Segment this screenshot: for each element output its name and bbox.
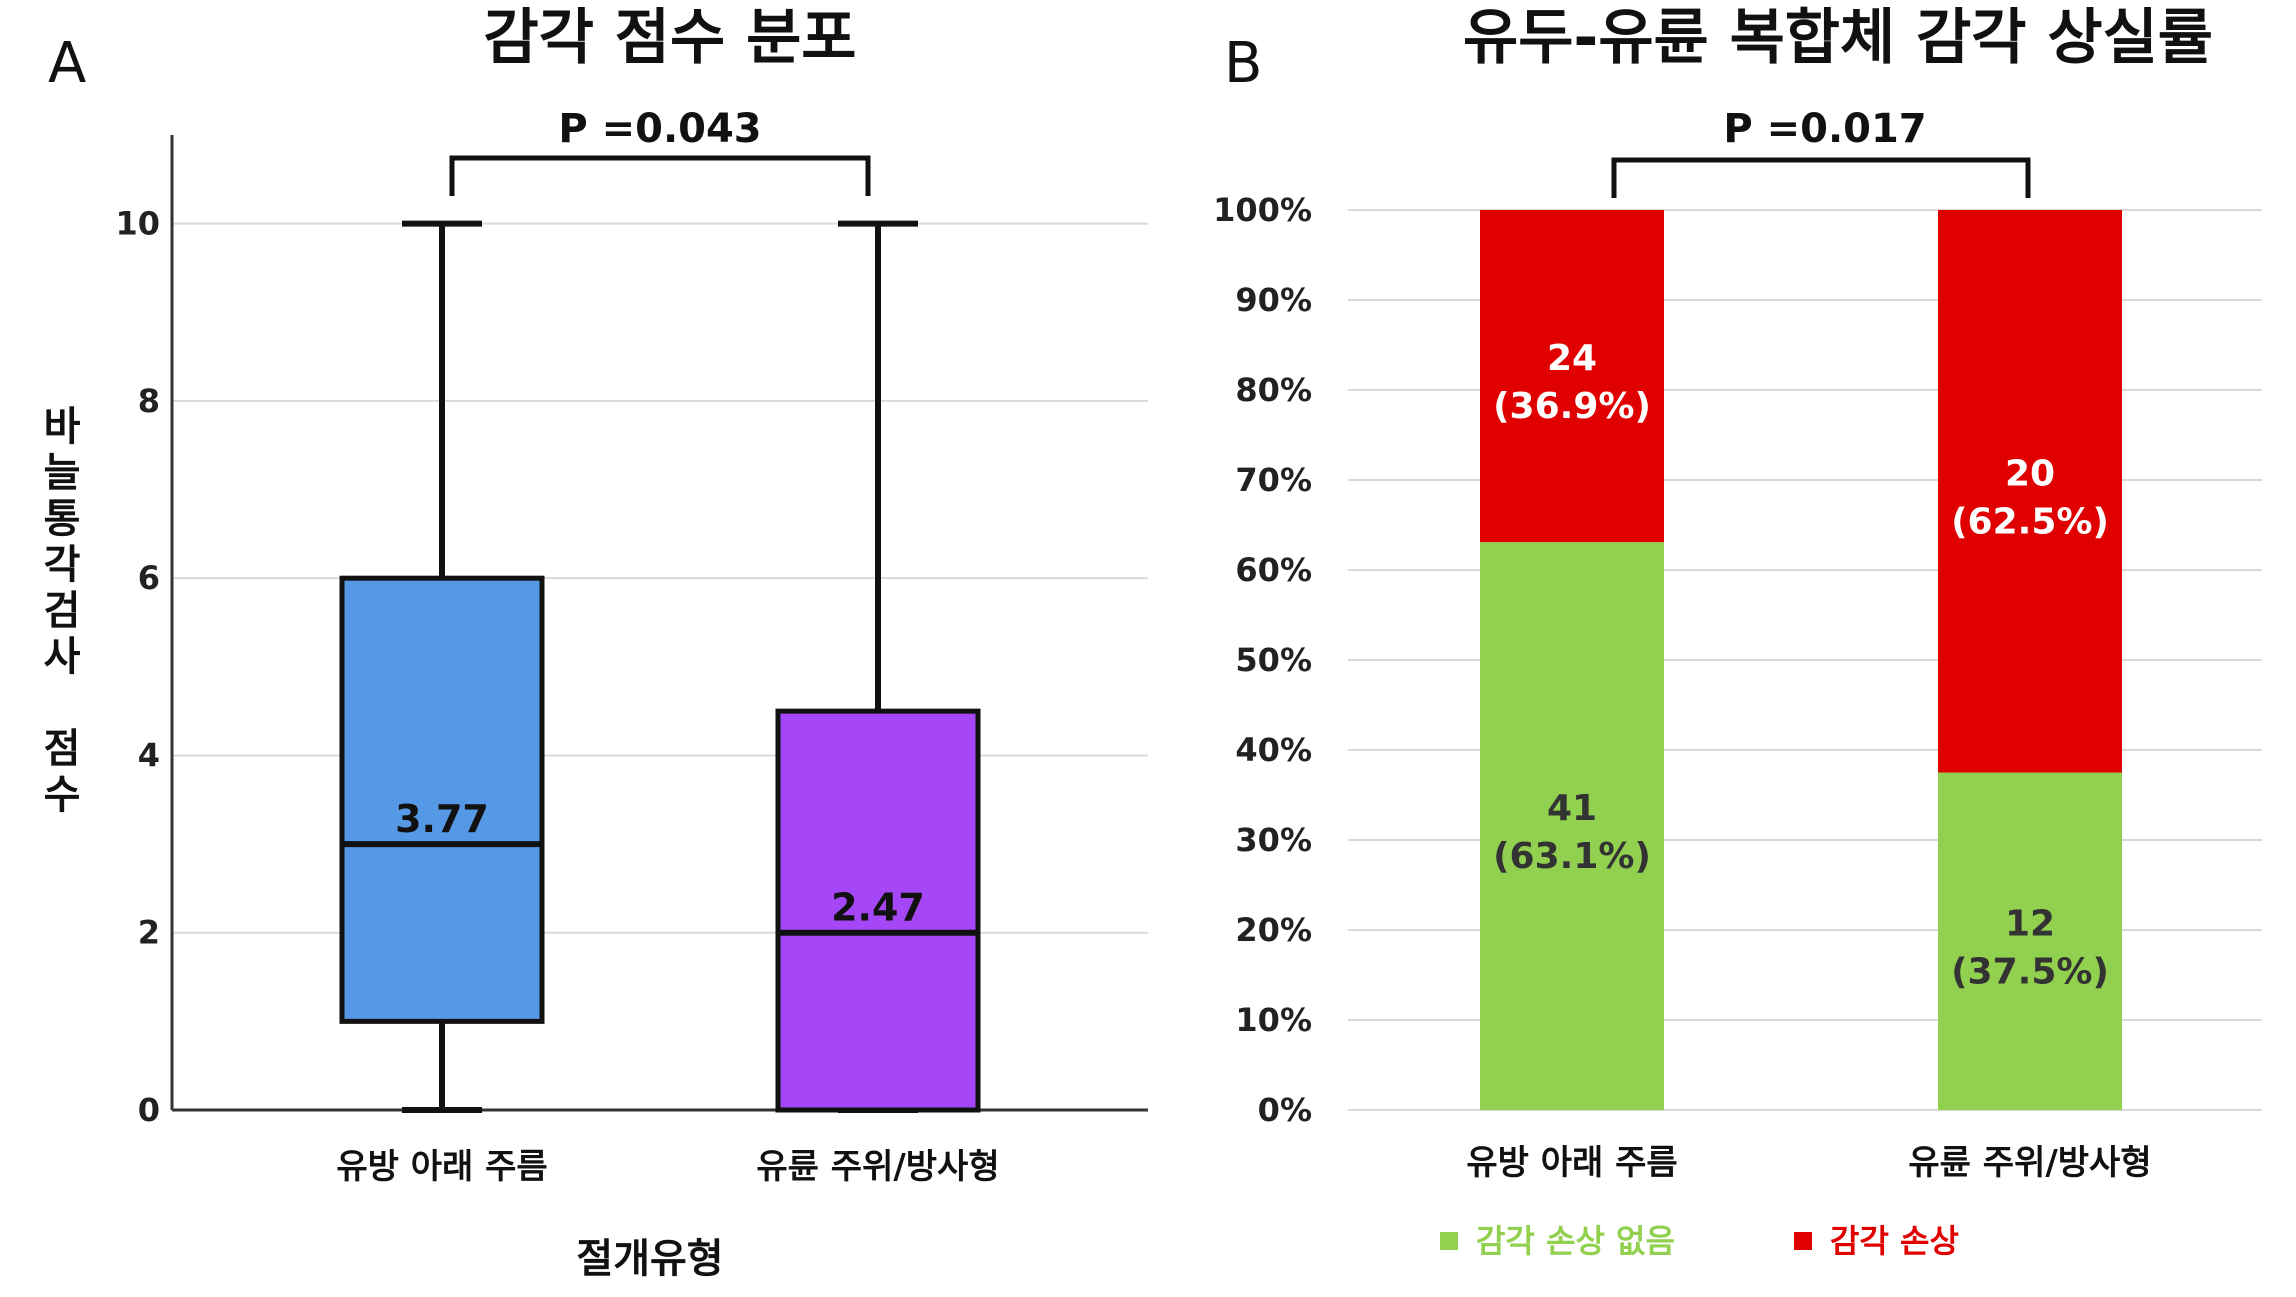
panel-b-y-tick-label: 30% [1235,821,1312,859]
stacked-bar-1: 41 (63.1%) 24 (36.9%) [1480,210,1664,1110]
panel-b-title: 유두-유륜 복합체 감각 상실률 [1463,3,2213,73]
panel-a-y-tick-label: 2 [138,914,160,952]
segment-percent-label: (37.5%) [1951,951,2109,992]
panel-a-y-tick-label: 10 [115,205,160,243]
segment-count-label: 41 [1547,788,1597,829]
legend-label: 감각 손상 [1830,1222,1959,1260]
panel-a-category-label: 유륜 주위/방사형 [756,1147,999,1187]
panel-b-y-ticks: 0% 10% 20% 30% 40% 50% 60% 70% 80% 90% 100% [1213,191,1312,1129]
panel-a-y-tick-label: 4 [138,736,160,774]
legend-item: 감각 손상 [1794,1222,1959,1260]
box-1: 3.77 [339,220,545,1113]
panel-a-x-axis-title: 절개유형 [576,1236,723,1282]
box-body [339,575,545,1024]
panel-a-grid [172,222,1148,934]
box-body [775,708,981,1113]
stacked-bar-2: 12 (37.5%) 20 (62.5%) [1938,210,2122,1110]
legend-swatch [1794,1232,1812,1250]
panel-b-y-tick-label: 40% [1235,731,1312,769]
bar-segment-loss [1938,210,2122,773]
panel-a-y-ticks: 0 2 4 6 8 10 [115,205,160,1129]
legend-swatch [1440,1232,1458,1250]
panel-a-boxes: 3.77 2.47 [339,220,981,1113]
panel-b-y-tick-label: 0% [1258,1091,1312,1129]
box-2: 2.47 [775,220,981,1113]
panel-b-y-tick-label: 70% [1235,461,1312,499]
panel-b-y-tick-label: 50% [1235,641,1312,679]
panel-a-category-label: 유방 아래 주름 [336,1147,547,1187]
panel-b-y-tick-label: 60% [1235,551,1312,589]
segment-percent-label: (62.5%) [1951,501,2109,542]
panel-b-legend: 감각 손상 없음 감각 손상 [1440,1222,1959,1260]
panel-b-y-tick-label: 10% [1235,1001,1312,1039]
mean-label: 2.47 [831,886,925,930]
panel-a-letter: A [48,31,86,96]
panel-b-significance-bracket: P =0.017 [1611,106,2031,198]
panel-b-categories: 유방 아래 주름 유륜 주위/방사형 [1466,1143,2151,1183]
panel-b-y-tick-label: 20% [1235,911,1312,949]
segment-count-label: 24 [1547,338,1597,379]
panel-a-y-tick-label: 8 [138,382,160,420]
bar-segment-no-loss [1938,772,2122,1110]
panel-a-y-tick-label: 0 [138,1091,160,1129]
panel-a-title: 감각 점수 분포 [484,3,857,73]
panel-b-y-tick-label: 80% [1235,371,1312,409]
panel-a-categories: 유방 아래 주름 유륜 주위/방사형 [336,1147,999,1187]
panel-a-p-value: P =0.043 [558,106,761,152]
segment-percent-label: (36.9%) [1493,386,1651,427]
panel-b-category-label: 유륜 주위/방사형 [1908,1143,2151,1183]
panel-a-y-tick-label: 6 [138,559,160,597]
legend-label: 감각 손상 없음 [1476,1222,1675,1260]
legend-item: 감각 손상 없음 [1440,1222,1675,1260]
segment-count-label: 20 [2005,453,2055,494]
segment-count-label: 12 [2005,903,2055,944]
bar-segment-no-loss [1480,542,1664,1110]
panel-b-y-tick-label: 100% [1213,191,1312,229]
bar-segment-loss [1480,210,1664,543]
panel-b-bars: 41 (63.1%) 24 (36.9%) 12 (37.5%) 20 (62.5%) [1480,210,2122,1110]
panel-b-p-value: P =0.017 [1723,106,1926,152]
panel-b: B 유두-유륜 복합체 감각 상실률 0% 10% 20% 30% 40% 50% 60% 7… [1213,3,2262,1260]
mean-label: 3.77 [395,797,489,841]
panel-b-y-tick-label: 90% [1235,281,1312,319]
panel-b-letter: B [1224,31,1262,96]
panel-a: A 감각 점수 분포 0 2 4 6 8 10 3.77 2.47 유방 아래 주름 유륜 주… [44,3,1148,1282]
panel-b-category-label: 유방 아래 주름 [1466,1143,1677,1183]
panel-a-significance-bracket: P =0.043 [449,106,871,196]
segment-percent-label: (63.1%) [1493,836,1651,877]
